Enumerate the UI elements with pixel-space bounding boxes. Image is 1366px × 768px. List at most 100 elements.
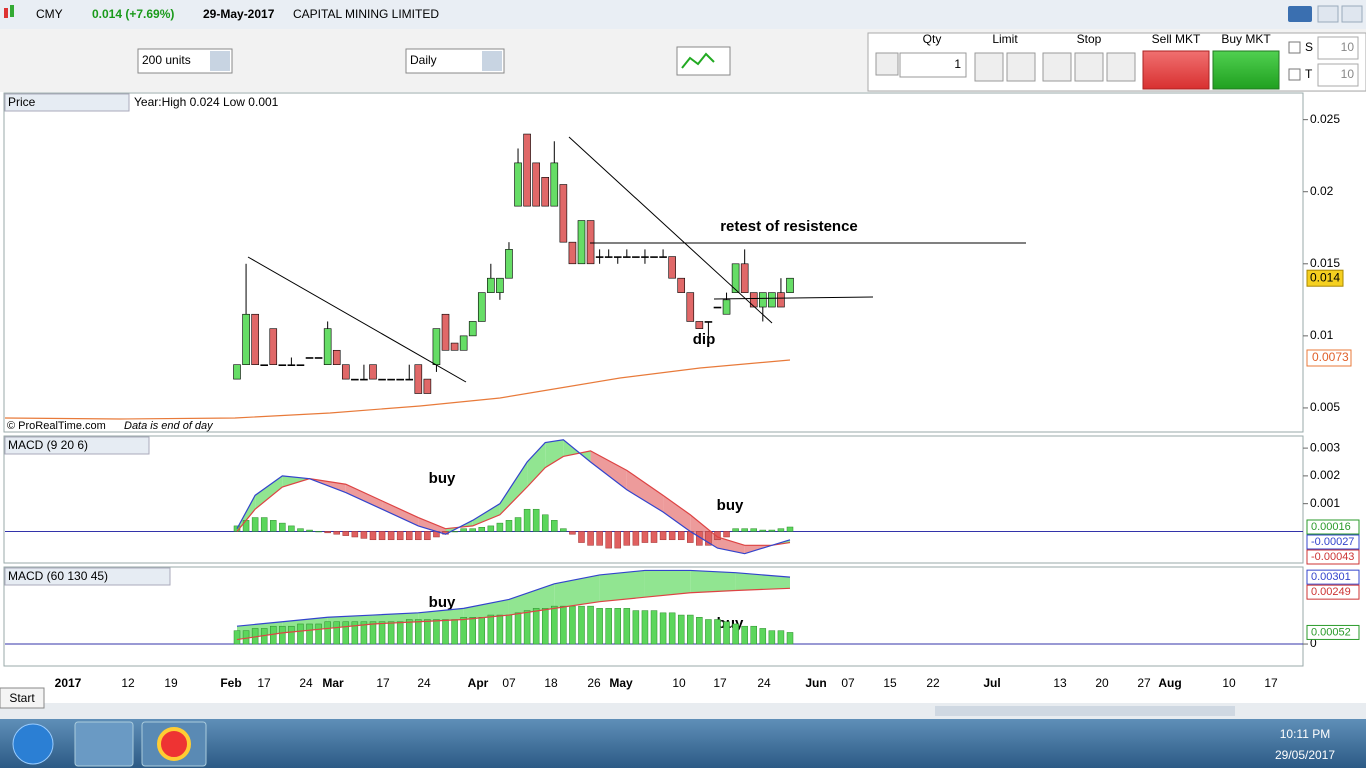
candle-body [242,313,250,365]
dropdown-arrow[interactable] [210,51,230,71]
y-tick-label: 0.015 [1310,256,1340,270]
histogram-bar [714,531,721,541]
macd1-header [4,436,150,455]
candle-body [314,357,323,359]
support-line [713,296,874,300]
macd-fill [644,570,691,598]
histogram-bar [279,625,286,645]
x-tick-label: Jul [983,676,1000,690]
candle-body [695,321,704,329]
trend-line [568,136,773,324]
y-tick-label: 0.025 [1310,112,1340,126]
histogram-bar [587,531,594,546]
candle-body [369,364,377,380]
buy-button[interactable] [1212,50,1280,90]
scroll-thumb[interactable] [935,706,1235,716]
annotation: buy [429,470,456,487]
value-label: 0.00301 [1311,571,1351,583]
histogram-bar [641,531,649,543]
histogram-bar [786,632,794,645]
chart-type-button[interactable] [676,46,731,76]
x-tick-label: Apr [468,676,489,690]
symbol[interactable]: CMY [36,7,63,21]
histogram-bar [270,520,277,532]
taskbar-app[interactable] [74,721,134,767]
title-bar [0,0,1366,29]
t-input[interactable] [1317,63,1359,87]
x-tick-label: Mar [322,676,344,690]
histogram-bar [378,531,386,541]
histogram-bar [705,619,712,645]
candle-body [777,292,785,308]
settings-button[interactable] [875,52,899,76]
macd-fill [690,570,736,593]
histogram-bar [387,531,395,541]
limit-buy-button[interactable] [1006,52,1036,82]
histogram-bar [415,619,422,645]
price-panel [3,92,1304,433]
y-tick-label: 0.01 [1310,328,1334,342]
histogram-bar [333,621,340,645]
candle-body [459,335,468,351]
last-price-box [1306,269,1344,287]
sell-button[interactable] [1142,50,1210,90]
limit-sell-button[interactable] [974,52,1004,82]
candle-body [686,292,695,322]
histogram-bar [641,610,649,645]
units-value: 200 units [142,53,191,67]
macd1-title: MACD (9 20 6) [8,438,88,452]
macd-fill [599,570,645,602]
macd-fill [418,517,446,535]
histogram-bar [659,612,667,645]
s-input[interactable] [1317,36,1359,60]
credit: © ProRealTime.com [7,420,106,432]
histogram-bar [777,528,785,532]
histogram-bar [551,520,558,532]
candle-body [731,263,740,293]
candle-body [233,364,241,380]
dropdown-arrow[interactable] [482,51,502,71]
histogram-bar [387,621,395,645]
maximize-button[interactable] [1341,5,1363,23]
keyboard-button[interactable] [1288,6,1312,22]
minimize-button[interactable] [1317,5,1339,23]
candle-body [450,342,459,351]
histogram-bar [614,531,622,549]
candle-body [604,256,613,258]
y-tick-label: 0.002 [1310,468,1340,482]
macd-line [236,439,791,555]
qty-input[interactable] [899,52,967,78]
t-checkbox[interactable] [1288,68,1301,81]
stop-button[interactable] [1074,52,1104,82]
candle-body [749,292,758,308]
candle-body [296,364,305,366]
histogram-bar [351,621,359,645]
stop-button[interactable] [1042,52,1072,82]
histogram-bar [279,522,286,532]
candle-body [432,328,441,365]
value-box [1306,569,1360,585]
histogram-bar [369,531,377,541]
histogram-bar [687,614,694,645]
start-button[interactable] [12,723,54,765]
x-tick-label: 15 [883,676,897,690]
macd-fill [663,495,691,532]
candle-body [278,364,287,366]
credit-note: Data is end of day [124,420,214,432]
x-tick-label: 19 [164,676,178,690]
histogram-bar [578,605,585,645]
date: 29-May-2017 [203,7,275,21]
histogram-bar [433,619,440,645]
macd-fill [508,583,555,616]
histogram-bar [315,623,322,645]
histogram-bar [623,531,631,546]
candle-body [351,378,359,381]
histogram-bar [297,528,304,532]
s-checkbox[interactable] [1288,41,1301,54]
stop-button[interactable] [1106,52,1136,82]
x-tick-label: Feb [220,676,241,690]
candle-body [269,328,278,365]
histogram-bar [424,531,431,541]
t-label: T [1305,67,1313,81]
histogram-bar [487,614,495,645]
